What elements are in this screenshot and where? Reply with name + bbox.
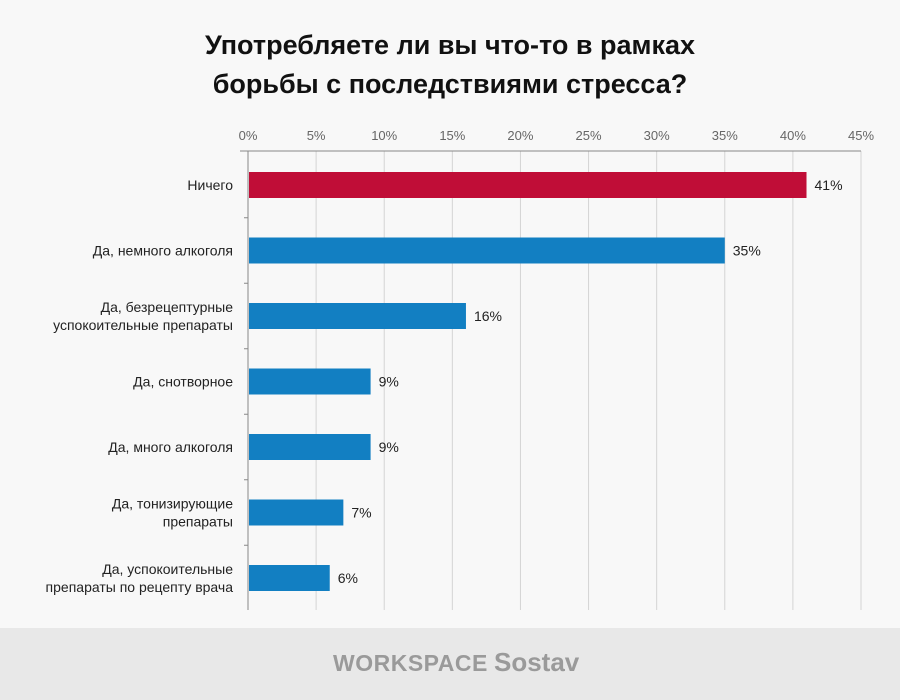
x-tick-label: 30% — [644, 128, 670, 143]
category-label: препараты по рецепту врача — [46, 579, 234, 595]
bar — [249, 434, 371, 460]
chart-title: Употребляете ли вы что-то в рамках борьб… — [0, 26, 900, 104]
bar — [249, 237, 725, 264]
data-label: 41% — [815, 177, 843, 193]
category-label: Да, снотворное — [133, 374, 233, 390]
data-label: 35% — [733, 243, 761, 259]
x-tick-label: 40% — [780, 128, 806, 143]
x-tick-label: 20% — [507, 128, 533, 143]
x-tick-label: 25% — [576, 128, 602, 143]
bar — [249, 499, 344, 526]
bar — [249, 565, 330, 591]
x-tick-label: 0% — [239, 128, 258, 143]
category-label: Да, немного алкоголя — [93, 243, 233, 259]
title-line-1: Употребляете ли вы что-то в рамках — [204, 30, 695, 60]
bar — [249, 368, 371, 395]
title-line-2: борьбы с последствиями стресса? — [212, 69, 688, 99]
category-label: Да, много алкоголя — [108, 439, 233, 455]
data-label: 16% — [474, 308, 502, 324]
category-label: Да, безрецептурные — [101, 299, 234, 315]
sostav-logo: Sostav — [494, 647, 580, 677]
category-label: Да, тонизирующие — [112, 496, 233, 512]
bar — [249, 303, 466, 329]
x-tick-label: 15% — [439, 128, 465, 143]
bar-chart: 0% 5% 10% 15% 20% 25% 30% 35% 40% 45% 41% Ничего 35%… — [46, 128, 874, 610]
data-label: 9% — [379, 374, 399, 390]
footer — [0, 628, 900, 700]
data-label: 9% — [379, 439, 399, 455]
workspace-logo: WORKSPACE — [333, 650, 488, 676]
category-label: препараты — [163, 514, 233, 530]
category-label: Ничего — [187, 177, 233, 193]
x-tick-label: 35% — [712, 128, 738, 143]
data-label: 7% — [351, 505, 371, 521]
x-tick-label: 5% — [307, 128, 326, 143]
x-tick-label: 10% — [371, 128, 397, 143]
data-label: 6% — [338, 570, 358, 586]
x-tick-label: 45% — [848, 128, 874, 143]
category-label: Да, успокоительные — [102, 561, 233, 577]
category-label: успокоительные препараты — [53, 317, 233, 333]
bar — [249, 172, 807, 198]
